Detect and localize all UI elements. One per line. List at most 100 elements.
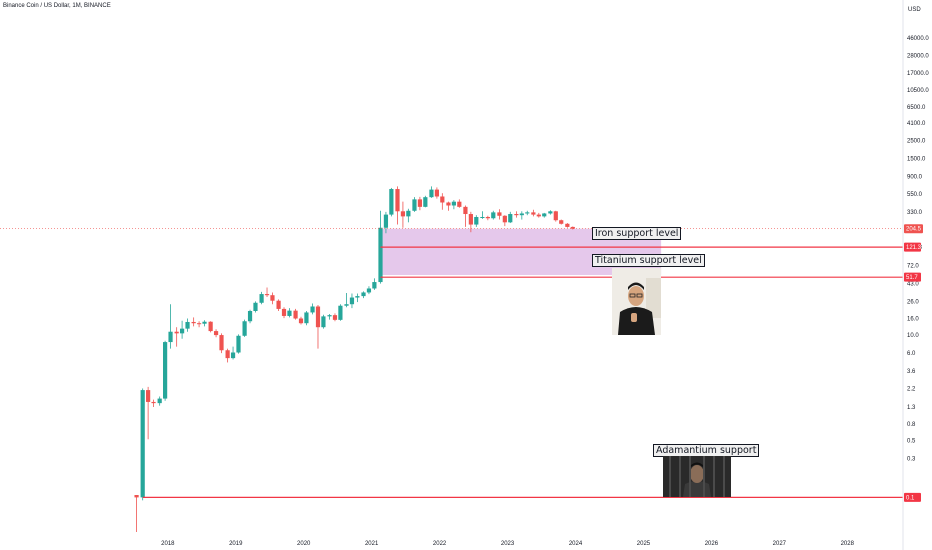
y-tick-label: 2.2: [907, 386, 916, 392]
candle-body: [412, 199, 417, 211]
candle-body: [400, 211, 406, 217]
candle-body: [525, 212, 530, 214]
currency-label: USD: [908, 7, 921, 13]
candle-body: [406, 210, 411, 217]
candle-body: [355, 296, 360, 298]
y-tick-label: 330.0: [907, 210, 923, 216]
candle-body: [395, 189, 400, 212]
y-tick-label: 4100.0: [907, 121, 926, 127]
x-tick-label: 2023: [501, 541, 515, 547]
candle-body: [315, 306, 321, 328]
y-tick-label: 900.0: [907, 174, 923, 180]
candle-body: [196, 323, 202, 325]
support-price-tag: [904, 242, 921, 252]
candle-body: [304, 312, 309, 324]
candle-body: [236, 335, 241, 353]
candle-body: [423, 197, 428, 207]
candle-body: [502, 215, 507, 223]
candle-body: [429, 189, 434, 198]
y-tick-label: 3.6: [907, 369, 916, 375]
candle-body: [242, 321, 247, 336]
support-price-label: 0.1: [906, 495, 915, 501]
y-tick-label: 1.3: [907, 405, 916, 411]
candle-body: [570, 226, 575, 229]
candle-body: [140, 390, 145, 498]
candle-body: [146, 390, 151, 402]
y-tick-label: 10500.0: [907, 88, 929, 94]
candle-body: [225, 350, 230, 359]
candle-body: [298, 318, 304, 324]
candle-body: [134, 495, 139, 498]
candle-body: [553, 211, 558, 221]
x-tick-label: 2019: [229, 541, 243, 547]
x-tick-label: 2018: [161, 541, 175, 547]
candle-body: [542, 213, 547, 217]
prison-photo: [663, 456, 731, 497]
candle-body: [253, 302, 258, 311]
candle-body: [219, 335, 224, 351]
candle-body: [264, 294, 270, 296]
candle-body: [259, 294, 264, 303]
candle-body: [485, 216, 490, 219]
y-tick-label: 26.0: [907, 299, 919, 305]
candle-body: [440, 196, 445, 203]
candle-body: [174, 331, 179, 334]
candle-body: [497, 212, 502, 216]
last-price-label: 204.5: [906, 227, 922, 233]
annotation-titanium-support: Titanium support level: [592, 254, 705, 267]
candle-body: [451, 201, 456, 206]
candle-body: [361, 292, 366, 297]
y-tick-label: 6.0: [907, 351, 916, 357]
candle-body: [468, 214, 473, 225]
candle-body: [383, 214, 389, 228]
candle-body: [332, 315, 338, 320]
y-tick-label: 0.8: [907, 422, 916, 428]
support-price-tag: [904, 492, 921, 502]
y-tick-label: 2500.0: [907, 138, 926, 144]
y-tick-label: 1500.0: [907, 156, 926, 162]
candle-body: [321, 316, 326, 328]
candle-body: [559, 220, 564, 224]
candle-body: [202, 321, 207, 324]
candle-body: [480, 216, 485, 218]
candle-body: [514, 214, 519, 216]
x-tick-label: 2024: [569, 541, 583, 547]
candle-body: [163, 342, 168, 399]
candle-body: [349, 297, 355, 305]
y-tick-label: 28000.0: [907, 53, 929, 59]
support-price-label: 51.7: [906, 275, 918, 281]
candle-body: [491, 212, 496, 219]
y-tick-label: 6500.0: [907, 105, 926, 111]
last-price-tag: [904, 224, 923, 234]
candle-body: [208, 321, 213, 332]
candle-body: [338, 305, 343, 320]
candle-body: [287, 310, 292, 316]
candle-body: [191, 321, 196, 324]
candle-body: [213, 331, 219, 336]
y-tick-label: 46000.0: [907, 36, 929, 42]
candle-body: [565, 223, 570, 227]
x-tick-label: 2026: [705, 541, 719, 547]
candle-body: [327, 315, 332, 317]
candle-body: [270, 295, 275, 301]
candle-body: [293, 310, 298, 319]
x-tick-label: 2022: [433, 541, 447, 547]
candle-body: [417, 199, 423, 207]
candle-body: [446, 202, 451, 206]
x-tick-label: 2025: [637, 541, 651, 547]
person-photo: [612, 268, 661, 335]
x-tick-label: 2020: [297, 541, 311, 547]
candle-body: [519, 213, 524, 216]
candle-body: [185, 321, 190, 329]
candle-body: [344, 304, 349, 306]
x-tick-label: 2028: [841, 541, 855, 547]
candle-body: [179, 328, 185, 334]
candle-body: [247, 310, 253, 322]
y-tick-label: 0.3: [907, 457, 916, 463]
candle-body: [366, 288, 372, 293]
candle-body: [310, 306, 315, 313]
candle-body: [230, 352, 236, 359]
support-price-tag: [904, 272, 921, 282]
y-tick-label: 72.0: [907, 263, 919, 269]
